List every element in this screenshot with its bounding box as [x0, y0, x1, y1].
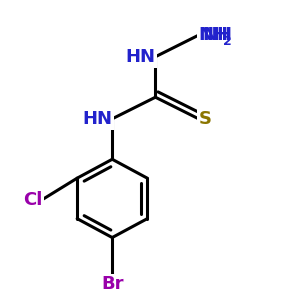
Text: NH: NH — [199, 26, 229, 44]
Text: S: S — [199, 110, 212, 128]
Text: NH: NH — [202, 26, 232, 44]
Text: S: S — [199, 110, 212, 128]
Text: Br: Br — [101, 275, 124, 293]
Text: HN: HN — [82, 110, 112, 128]
Text: NH: NH — [199, 26, 229, 44]
Text: Cl: Cl — [23, 191, 42, 209]
Text: 2: 2 — [223, 35, 232, 48]
Text: NH: NH — [202, 26, 232, 44]
Text: HN: HN — [125, 48, 155, 66]
Text: Br: Br — [101, 275, 124, 293]
Text: HN: HN — [82, 110, 112, 128]
Text: Cl: Cl — [23, 191, 42, 209]
Text: HN: HN — [125, 48, 155, 66]
